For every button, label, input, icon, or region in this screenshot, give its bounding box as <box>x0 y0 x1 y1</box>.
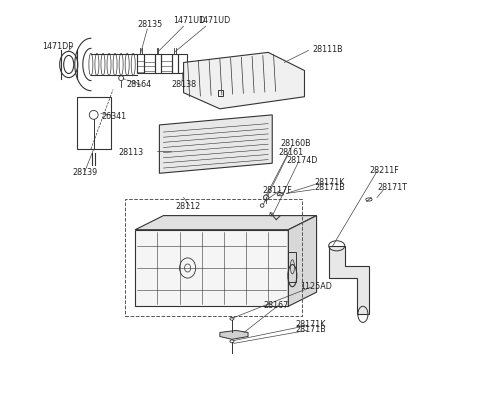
Text: 28164: 28164 <box>126 80 152 89</box>
Text: 28117F: 28117F <box>262 186 292 195</box>
Bar <box>125 199 302 316</box>
Bar <box>155 54 161 73</box>
Text: 28171T: 28171T <box>377 183 407 192</box>
Text: 28113: 28113 <box>118 148 143 157</box>
Text: 28171K: 28171K <box>314 178 345 187</box>
Polygon shape <box>135 230 288 306</box>
Text: 1471UD: 1471UD <box>173 17 206 25</box>
Bar <box>172 54 178 73</box>
Text: 1125AD: 1125AD <box>300 283 332 291</box>
Text: 28112: 28112 <box>176 202 201 211</box>
Text: 28111B: 28111B <box>312 45 343 54</box>
Polygon shape <box>220 330 248 339</box>
Text: 1471UD: 1471UD <box>198 17 230 25</box>
Polygon shape <box>183 52 304 109</box>
Text: 28171K: 28171K <box>296 320 326 328</box>
Text: 28161: 28161 <box>279 148 304 157</box>
Text: 1471DP: 1471DP <box>43 42 73 51</box>
Text: 28167: 28167 <box>264 301 288 310</box>
Text: 28171B: 28171B <box>314 183 345 192</box>
Bar <box>161 54 172 73</box>
Text: 28211F: 28211F <box>369 166 399 174</box>
Text: 26341: 26341 <box>101 112 126 120</box>
Text: 28139: 28139 <box>72 168 97 177</box>
Bar <box>77 97 111 149</box>
Text: 28171B: 28171B <box>296 325 326 334</box>
Polygon shape <box>288 216 317 306</box>
Bar <box>178 54 187 73</box>
Polygon shape <box>159 115 272 173</box>
Bar <box>218 90 223 96</box>
Text: 28174D: 28174D <box>287 156 318 165</box>
Bar <box>144 54 155 73</box>
Bar <box>288 252 297 282</box>
Bar <box>137 54 144 73</box>
Text: 28160B: 28160B <box>280 139 311 148</box>
Polygon shape <box>135 216 317 230</box>
Text: 28135: 28135 <box>137 20 163 29</box>
Polygon shape <box>329 246 369 314</box>
Text: 28138: 28138 <box>171 80 197 89</box>
